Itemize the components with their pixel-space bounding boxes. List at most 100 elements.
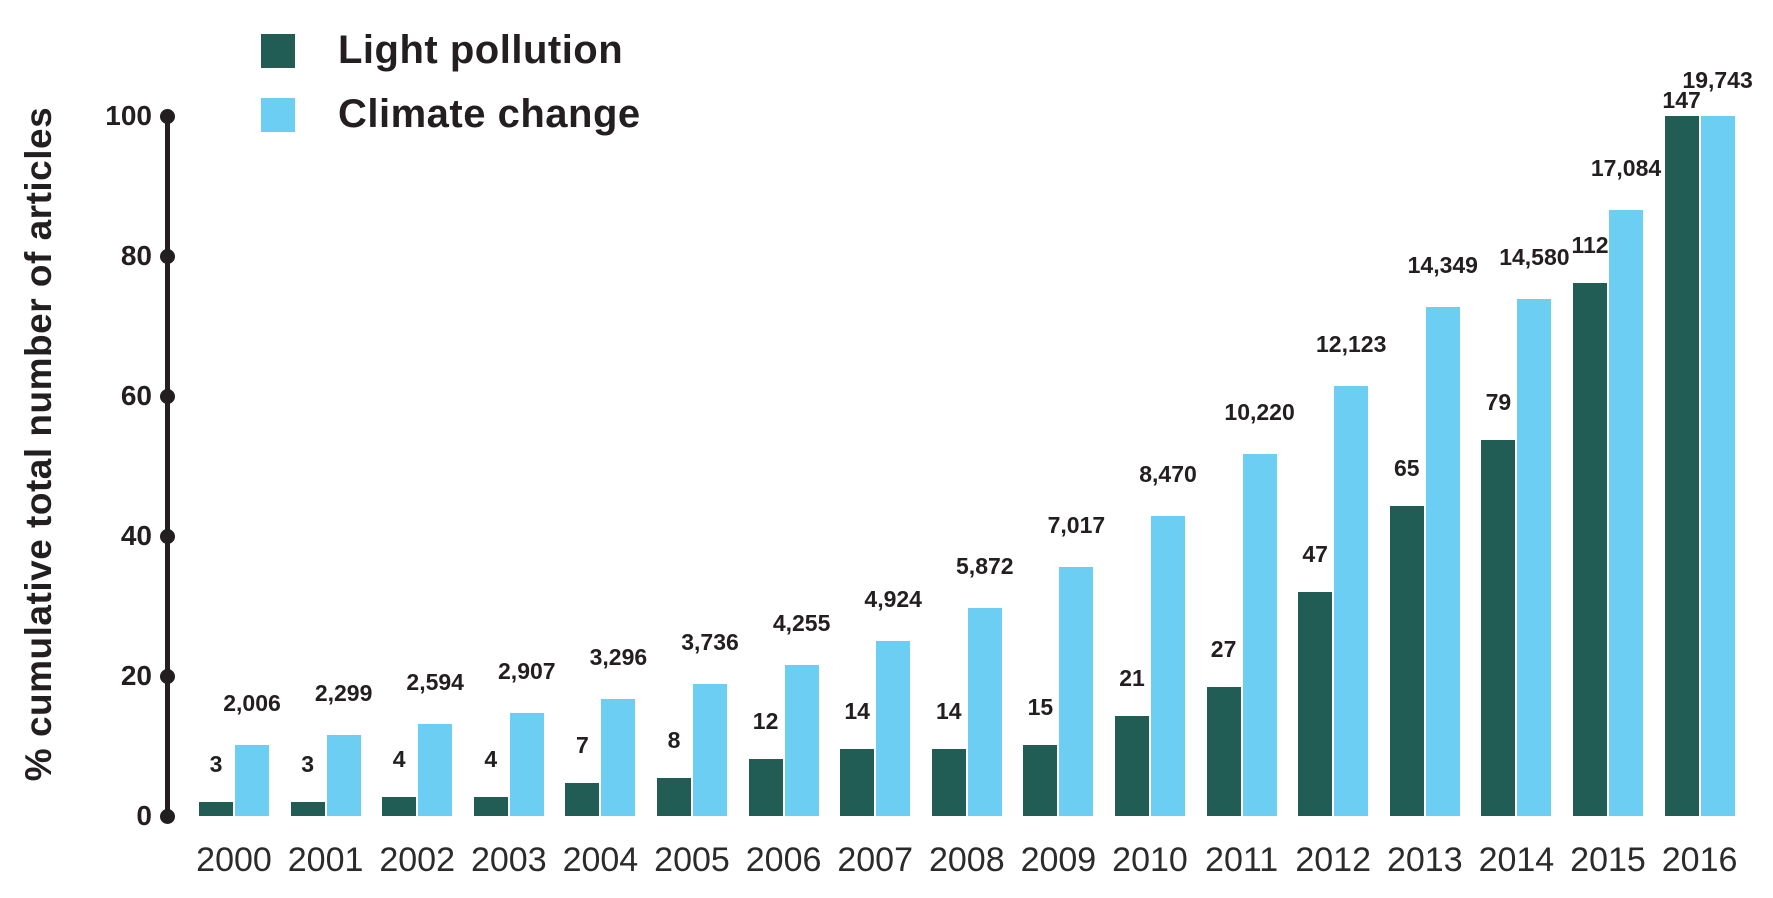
value-label-climate-change-2009: 7,017: [1047, 512, 1106, 539]
bar-light-pollution-2013: [1389, 506, 1424, 816]
x-axis-label-2004: 2004: [562, 841, 639, 879]
bar-light-pollution-2002: [382, 796, 417, 816]
bar-climate-change-2008: [967, 607, 1002, 816]
bar-light-pollution-2005: [657, 777, 691, 816]
x-axis-label-2016: 2016: [1661, 841, 1738, 879]
y-axis-tick-dot: [159, 808, 175, 824]
value-label-light-pollution-2010: 21: [1119, 664, 1145, 691]
bar-climate-change-2013: [1425, 307, 1460, 816]
bar-climate-change-2001: [326, 734, 361, 816]
x-axis-label-2015: 2015: [1570, 841, 1646, 879]
x-axis-label-2005: 2005: [654, 841, 730, 879]
legend-label-climate-change: Climate change: [338, 92, 641, 136]
bar-climate-change-2009: [1059, 567, 1094, 816]
value-label-light-pollution-2013: 65: [1394, 455, 1420, 482]
y-axis-tick-label: 0: [136, 800, 152, 831]
legend-item-climate-change: Climate change: [261, 92, 641, 136]
y-axis-tick-dot: [159, 668, 175, 684]
y-axis-tick-dot: [159, 248, 175, 264]
value-label-light-pollution-2014: 79: [1485, 388, 1512, 415]
value-label-climate-change-2006: 4,255: [772, 610, 831, 637]
y-axis-tick-dot: [159, 108, 175, 124]
value-label-climate-change-2013: 14,349: [1407, 252, 1478, 279]
value-label-climate-change-2002: 2,594: [406, 669, 464, 696]
bar-climate-change-2014: [1517, 299, 1552, 816]
value-label-climate-change-2012: 12,123: [1316, 331, 1387, 358]
bar-climate-change-2015: [1609, 210, 1643, 816]
legend-swatch-light-pollution: [261, 33, 295, 68]
bar-light-pollution-2011: [1206, 687, 1241, 816]
bar-light-pollution-2003: [473, 796, 508, 816]
value-label-climate-change-2016: 19,743: [1682, 67, 1753, 93]
value-label-climate-change-2010: 8,470: [1139, 460, 1197, 487]
value-label-light-pollution-2001: 3: [301, 750, 314, 777]
y-axis-tick-label: 80: [120, 240, 152, 271]
x-axis-label-2011: 2011: [1205, 841, 1279, 879]
bar-climate-change-2000: [235, 744, 269, 816]
x-axis-label-2001: 2001: [287, 841, 364, 879]
bar-light-pollution-2014: [1481, 439, 1516, 816]
bar-light-pollution-2012: [1298, 592, 1333, 816]
bar-climate-change-2016: [1700, 116, 1735, 816]
bar-climate-change-2012: [1334, 386, 1369, 816]
y-axis-tick-dot: [159, 388, 175, 404]
value-label-climate-change-2004: 3,296: [589, 644, 648, 671]
x-axis-label-2006: 2006: [745, 841, 822, 879]
value-label-climate-change-2014: 14,580: [1499, 244, 1570, 271]
bar-light-pollution-2007: [840, 749, 875, 816]
bar-light-pollution-2006: [748, 758, 783, 816]
x-axis-label-2007: 2007: [837, 841, 914, 879]
y-axis-tick-dot: [159, 528, 175, 544]
bar-light-pollution-2009: [1023, 744, 1058, 816]
x-axis-label-2010: 2010: [1112, 841, 1188, 879]
bar-light-pollution-2001: [290, 801, 325, 816]
x-axis-label-2000: 2000: [196, 841, 272, 879]
value-label-light-pollution-2012: 47: [1302, 541, 1328, 568]
x-axis-label-2002: 2002: [379, 841, 456, 879]
value-label-light-pollution-2006: 12: [752, 707, 779, 734]
bar-climate-change-2011: [1242, 453, 1277, 816]
bar-light-pollution-2004: [565, 782, 600, 816]
bar-climate-change-2005: [693, 683, 727, 816]
value-label-climate-change-2008: 5,872: [956, 552, 1014, 579]
y-axis-title: % cumulative total number of articles: [18, 106, 59, 782]
bar-light-pollution-2016: [1664, 116, 1699, 816]
y-axis-line: [164, 114, 170, 818]
value-label-climate-change-2007: 4,924: [864, 586, 922, 613]
y-axis-tick-label: 100: [105, 100, 152, 131]
legend: Light pollution Climate change: [261, 28, 641, 161]
y-axis-tick-label: 40: [120, 520, 152, 551]
value-label-light-pollution-2004: 7: [575, 731, 589, 758]
value-label-light-pollution-2011: 27: [1210, 636, 1237, 663]
value-label-light-pollution-2000: 3: [209, 750, 223, 777]
value-label-climate-change-2011: 10,220: [1224, 398, 1295, 425]
value-label-light-pollution-2003: 4: [484, 745, 498, 772]
value-label-climate-change-2005: 3,736: [681, 628, 739, 655]
bar-climate-change-2010: [1151, 515, 1185, 816]
value-label-light-pollution-2016: 147: [1662, 87, 1701, 113]
x-axis-label-2009: 2009: [1020, 841, 1097, 879]
bar-light-pollution-2015: [1573, 282, 1607, 816]
bar-climate-change-2007: [876, 641, 911, 816]
x-axis-label-2012: 2012: [1295, 841, 1372, 879]
x-axis-label-2008: 2008: [928, 841, 1005, 879]
bar-climate-change-2006: [784, 665, 819, 816]
legend-item-light-pollution: Light pollution: [261, 28, 641, 72]
y-axis-tick-label: 60: [120, 380, 152, 411]
value-label-light-pollution-2007: 14: [844, 698, 870, 725]
value-label-light-pollution-2009: 15: [1027, 693, 1054, 720]
legend-swatch-climate-change: [261, 97, 295, 132]
value-label-climate-change-2000: 2,006: [223, 689, 281, 716]
bar-climate-change-2004: [601, 699, 636, 816]
x-axis-label-2013: 2013: [1386, 841, 1463, 879]
value-label-climate-change-2001: 2,299: [314, 679, 373, 706]
value-label-climate-change-2015: 17,084: [1590, 155, 1662, 182]
value-label-light-pollution-2015: 112: [1571, 231, 1609, 258]
x-axis-label-2003: 2003: [470, 841, 547, 879]
bar-light-pollution-2000: [199, 801, 233, 816]
value-label-light-pollution-2005: 8: [667, 726, 681, 753]
value-label-climate-change-2003: 2,907: [498, 657, 556, 684]
y-axis-tick-label: 20: [120, 660, 152, 691]
bar-climate-change-2003: [509, 712, 544, 816]
